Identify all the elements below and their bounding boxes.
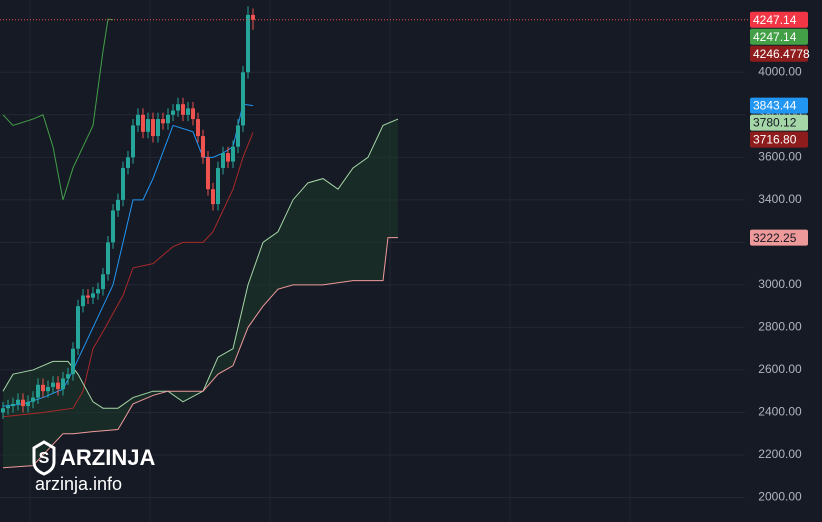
candle-body [116, 199, 120, 211]
candle-body [181, 104, 185, 115]
candle-body [196, 119, 200, 137]
site: arzinja.info [35, 474, 122, 494]
price-tag-label: 3843.44 [753, 99, 797, 113]
y-tick-label: 4000.00 [758, 64, 802, 78]
candle-body [51, 382, 55, 387]
candle-body [71, 348, 75, 375]
candle-body [221, 153, 225, 168]
price-tag-label: 4246.4778 [753, 47, 810, 61]
candle-body [91, 293, 95, 298]
candle-body [146, 119, 150, 132]
price-tag: 3222.25 [750, 229, 808, 246]
y-tick-label: 2600.00 [758, 362, 802, 376]
price-axis: 2000.00 2200.00 2400.00 2600.00 2800.00 3000.… [750, 11, 810, 504]
y-tick-label: 3000.00 [758, 277, 802, 291]
price-tag-label: 4247.14 [753, 30, 797, 44]
price-tag-box [750, 97, 808, 114]
candle-body [126, 157, 130, 168]
candle-body [76, 306, 80, 349]
candle-body [81, 295, 85, 307]
candle-body [171, 110, 175, 115]
candle-body [236, 125, 240, 147]
candle-body [131, 125, 135, 158]
price-tag: 3716.80 [750, 131, 808, 148]
candle-body [21, 399, 25, 407]
candle-body [211, 189, 215, 205]
candle-body [246, 14, 250, 73]
y-tick-label: 3600.00 [758, 149, 802, 163]
price-tag-label: 3780.12 [753, 116, 797, 130]
candle-body [96, 289, 100, 294]
y-tick-label: 2000.00 [758, 490, 802, 504]
candle-body [136, 114, 140, 126]
candle-body [106, 242, 110, 275]
candle-body [206, 157, 210, 190]
price-tag-box [750, 28, 808, 45]
price-tag: 4247.14 [750, 11, 808, 28]
candle-body [11, 403, 15, 407]
candle-body [56, 382, 60, 390]
price-tag-label: 4247.14 [753, 13, 797, 27]
logo-mark: S [39, 450, 50, 467]
candle-body [36, 384, 40, 398]
candle-body [231, 146, 235, 162]
candle-body [161, 119, 165, 124]
y-tick-label: 2200.00 [758, 447, 802, 461]
price-tag-box [750, 131, 808, 148]
brand: ARZINJA [60, 445, 155, 470]
y-tick-label: 3400.00 [758, 192, 802, 206]
price-tag-label: 3222.25 [753, 231, 797, 245]
candle-body [111, 210, 115, 243]
candle-body [46, 386, 50, 392]
candle-body [176, 104, 180, 111]
candle-body [121, 167, 125, 200]
price-tag-box [750, 45, 808, 62]
plot [0, 6, 750, 469]
candle-body [101, 274, 105, 290]
price-tag-box [750, 11, 808, 28]
y-tick-label: 2400.00 [758, 405, 802, 419]
candle-body [201, 136, 205, 158]
candle-body [241, 72, 245, 126]
candle-body [6, 406, 10, 409]
candle-body [86, 295, 90, 298]
candle-body [191, 108, 195, 120]
candle-body [16, 399, 20, 404]
candle-body [66, 374, 70, 379]
logo [32, 440, 56, 476]
price-tag: 4246.4778 [750, 45, 810, 62]
candle-body [0, 408, 5, 413]
price-tag-box [750, 229, 808, 246]
candle-body [151, 119, 155, 137]
candle-body [156, 119, 160, 137]
candle-body [226, 153, 230, 162]
candle-body [216, 167, 220, 205]
y-tick-label: 2800.00 [758, 320, 802, 334]
indicator-line [2, 132, 254, 418]
price-tag: 3843.44 [750, 97, 808, 114]
price-tag: 3780.12 [750, 114, 808, 131]
candle-body [166, 114, 170, 124]
watermark: S ARZINJA arzinja.info [32, 440, 155, 494]
price-tag-box [750, 114, 808, 131]
candle-body [61, 378, 65, 390]
price-tag: 4247.14 [750, 28, 808, 45]
candle-body [26, 401, 30, 407]
price-tag-label: 3716.80 [753, 133, 797, 147]
candle-body [31, 397, 35, 402]
indicator-line [2, 237, 398, 469]
candle-body [251, 14, 255, 20]
cloud-fill [3, 119, 398, 468]
candle-body [186, 108, 190, 115]
candle-body [141, 114, 145, 132]
indicator-line [2, 18, 114, 200]
candle-body [41, 384, 45, 392]
